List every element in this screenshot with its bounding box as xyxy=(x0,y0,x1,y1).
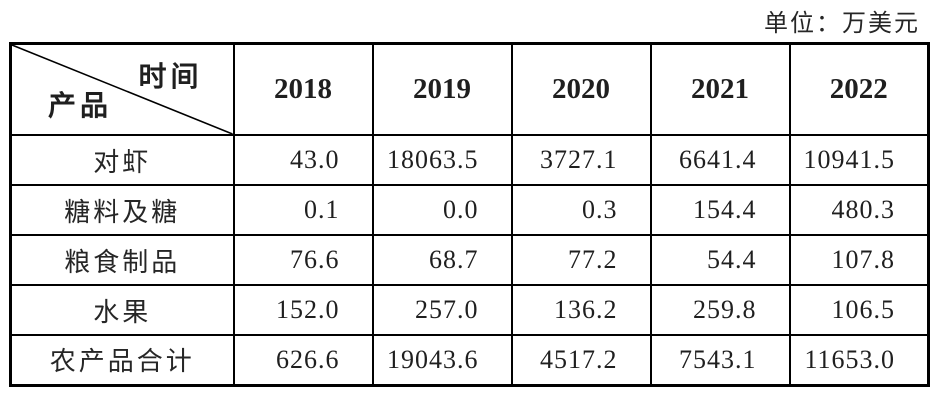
value-cell: 19043.6 xyxy=(371,334,513,386)
value-cell: 0.0 xyxy=(371,184,513,236)
unit-label: 单位：万美元 xyxy=(764,11,920,37)
row-label: 粮食制品 xyxy=(9,234,235,286)
value-cell: 6641.4 xyxy=(649,134,791,186)
row-label: 农产品合计 xyxy=(9,334,235,386)
data-table: 时间 产品 2018 2019 2020 2021 2022 对虾 43.0 1… xyxy=(9,42,930,387)
value-cell: 0.3 xyxy=(510,184,652,236)
value-cell: 77.2 xyxy=(510,234,652,286)
value-cell: 7543.1 xyxy=(649,334,791,386)
row-label: 对虾 xyxy=(9,134,235,186)
value-cell: 154.4 xyxy=(649,184,791,236)
row-label: 糖料及糖 xyxy=(9,184,235,236)
year-header-2021: 2021 xyxy=(649,42,791,136)
year-header-2020: 2020 xyxy=(510,42,652,136)
corner-header-cell: 时间 产品 xyxy=(9,42,235,136)
value-cell: 11653.0 xyxy=(788,334,930,386)
value-cell: 136.2 xyxy=(510,284,652,336)
value-cell: 10941.5 xyxy=(788,134,930,186)
value-cell: 152.0 xyxy=(232,284,374,336)
corner-label-time: 时间 xyxy=(138,62,203,93)
value-cell: 626.6 xyxy=(232,334,374,386)
table-row-agri-total: 农产品合计 626.6 19043.6 4517.2 7543.1 11653.… xyxy=(9,334,930,386)
value-cell: 4517.2 xyxy=(510,334,652,386)
year-header-2019: 2019 xyxy=(371,42,513,136)
table-row-fruit: 水果 152.0 257.0 136.2 259.8 106.5 xyxy=(9,284,930,336)
diagonal-line xyxy=(12,45,233,134)
table-row-sugar: 糖料及糖 0.1 0.0 0.3 154.4 480.3 xyxy=(9,184,930,236)
value-cell: 43.0 xyxy=(232,134,374,186)
value-cell: 480.3 xyxy=(788,184,930,236)
corner-label-product: 产品 xyxy=(48,91,113,122)
value-cell: 106.5 xyxy=(788,284,930,336)
value-cell: 259.8 xyxy=(649,284,791,336)
value-cell: 0.1 xyxy=(232,184,374,236)
value-cell: 76.6 xyxy=(232,234,374,286)
year-header-2022: 2022 xyxy=(788,42,930,136)
table-row-shrimp: 对虾 43.0 18063.5 3727.1 6641.4 10941.5 xyxy=(9,134,930,186)
table-row-grain-products: 粮食制品 76.6 68.7 77.2 54.4 107.8 xyxy=(9,234,930,286)
value-cell: 3727.1 xyxy=(510,134,652,186)
value-cell: 107.8 xyxy=(788,234,930,286)
value-cell: 68.7 xyxy=(371,234,513,286)
value-cell: 18063.5 xyxy=(371,134,513,186)
year-header-2018: 2018 xyxy=(232,42,374,136)
value-cell: 54.4 xyxy=(649,234,791,286)
header-row: 时间 产品 2018 2019 2020 2021 2022 xyxy=(9,42,930,136)
value-cell: 257.0 xyxy=(371,284,513,336)
row-label: 水果 xyxy=(9,284,235,336)
